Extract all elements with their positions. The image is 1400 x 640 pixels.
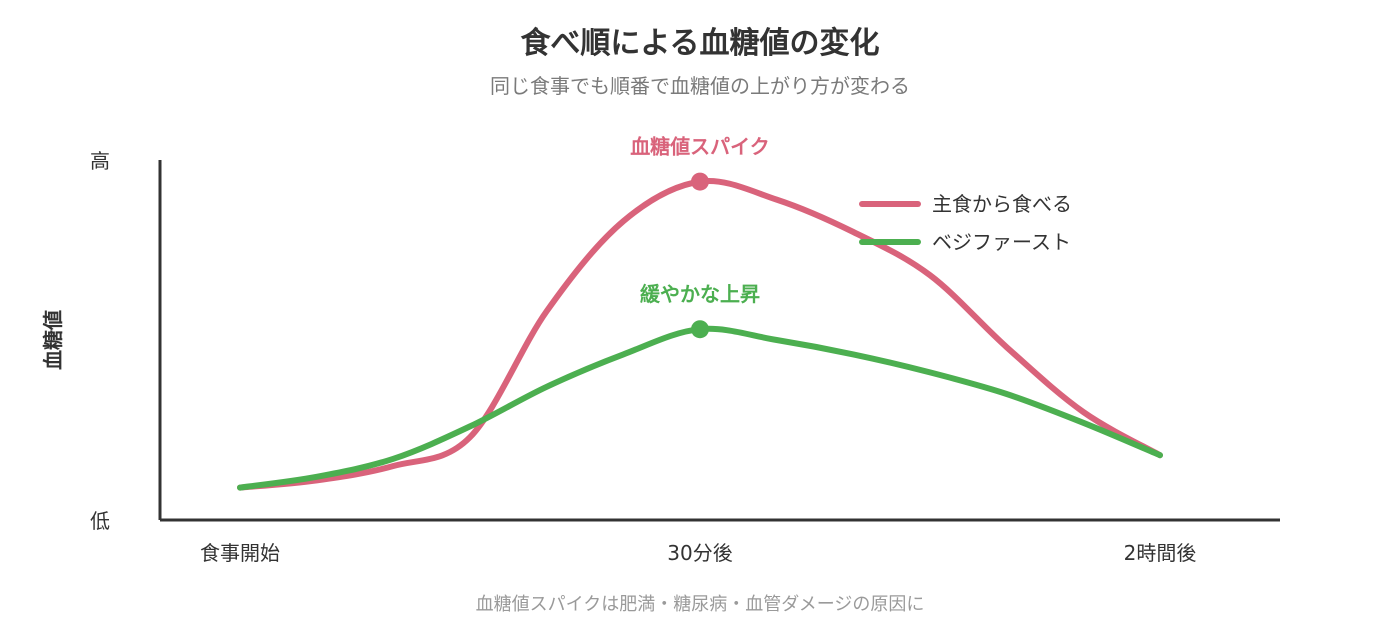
annotation-marker-2 [691,320,709,339]
annotation-label-1: 血糖値スパイク [630,135,770,159]
x-tick-label: 食事開始 [200,541,280,565]
chart-title: 食べ順による血糖値の変化 [520,26,880,61]
annotation-marker-1 [691,172,709,191]
series-line-2 [237,325,1163,491]
annotation-label-2: 緩やかな上昇 [640,282,760,306]
x-tick-label: 2時間後 [1124,541,1197,565]
chart-subtitle: 同じ食事でも順番で血糖値の上がり方が変わる [490,74,910,98]
y-tick-label: 低 [90,509,110,533]
y-tick-label: 高 [90,149,110,173]
legend-label-1: 主食から食べる [932,192,1072,216]
chart-footnote: 血糖値スパイクは肥満・糖尿病・血管ダメージの原因に [475,594,925,615]
legend-label-2: ベジファースト [932,230,1071,254]
x-tick-label: 30分後 [667,541,732,565]
y-axis-label: 血糖値 [41,310,65,370]
